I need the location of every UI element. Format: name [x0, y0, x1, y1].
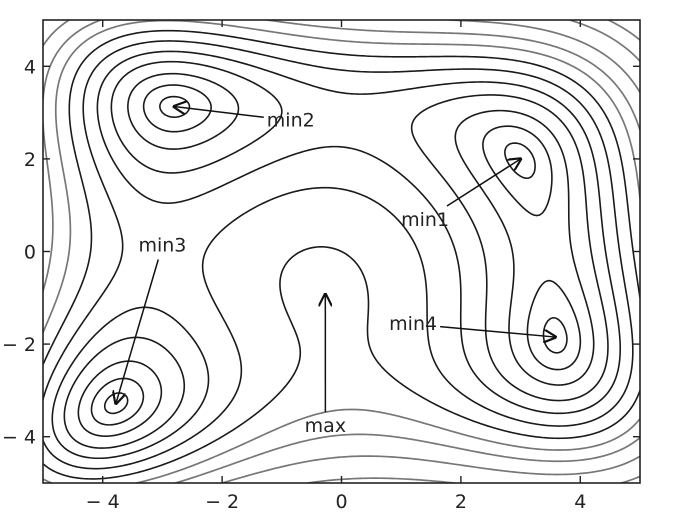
- annotation-label: min2: [267, 109, 315, 131]
- contour-line-inner: [43, 40, 634, 470]
- x-tick-label: − 4: [86, 491, 120, 513]
- contour-line-inner: [90, 84, 582, 426]
- contour-line-outer: [607, 20, 640, 41]
- contour-line-outer: [307, 20, 640, 483]
- annotation-label: min1: [401, 209, 449, 231]
- contour-line-inner: [77, 72, 595, 437]
- annotations: min1 min2 min3 min4 max: [116, 107, 556, 437]
- annotation-min4: min4: [389, 313, 555, 337]
- x-tick-label: 0: [335, 491, 347, 513]
- annotation-label: min3: [138, 235, 186, 257]
- contour-line-inner: [51, 50, 622, 460]
- annotation-label: min4: [389, 313, 437, 335]
- annotation-min2: min2: [174, 107, 315, 131]
- contour-line-inner: [103, 95, 568, 415]
- annotation-min3: min3: [116, 235, 186, 404]
- annotation-arrow: [116, 259, 159, 404]
- y-tick-label: 0: [24, 242, 36, 264]
- contour-line-inner: [63, 60, 609, 449]
- y-tick-label: − 2: [2, 334, 36, 356]
- annotation-arrow: [174, 107, 264, 119]
- contour-lines: [43, 20, 640, 483]
- annotation-min1: min1: [401, 159, 520, 231]
- axis-tick-labels: − 4 − 2 0 2 4 − 4 − 2 0 2 4: [2, 56, 586, 513]
- contour-line-outer: [43, 20, 640, 483]
- y-tick-label: 2: [24, 149, 36, 171]
- x-tick-label: − 2: [205, 491, 239, 513]
- contour-line-outer: [43, 20, 640, 483]
- annotation-arrow: [446, 159, 521, 207]
- x-tick-label: 2: [455, 491, 467, 513]
- annotation-arrow: [440, 325, 555, 337]
- annotation-max: max: [305, 294, 346, 437]
- annotation-label: max: [305, 415, 346, 437]
- x-tick-label: 4: [574, 491, 586, 513]
- axis-ticks: [43, 20, 640, 483]
- y-tick-label: 4: [24, 56, 36, 78]
- contour-line-inner: [43, 29, 640, 480]
- y-tick-label: − 4: [2, 427, 36, 449]
